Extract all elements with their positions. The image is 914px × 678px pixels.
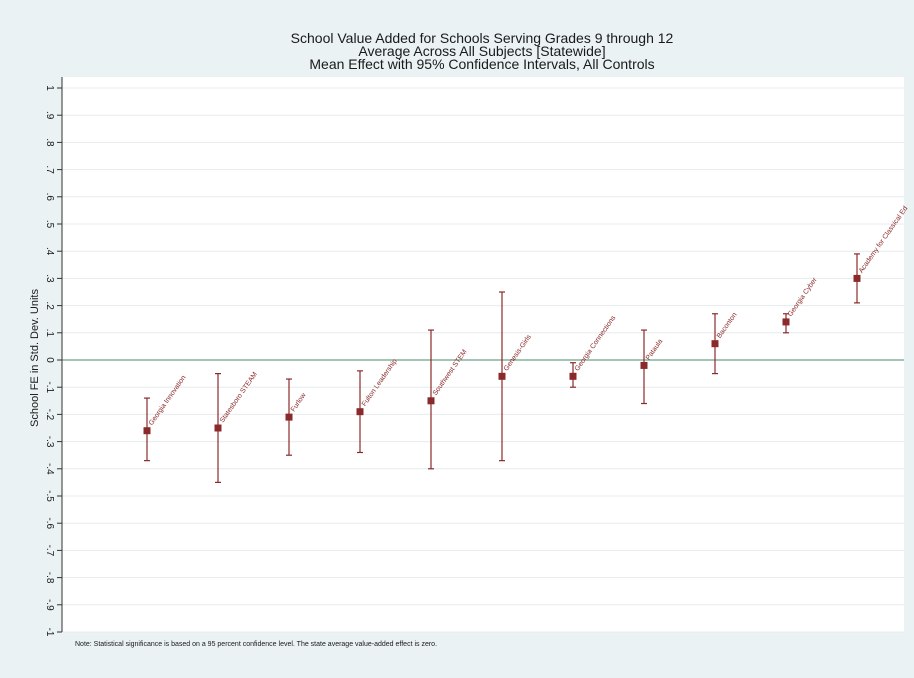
mean-marker xyxy=(711,340,719,348)
y-axis-ticks: -1 -.9 -.8 -.7 -.6 -.5 -.4 -.3 -.2 -.1 0 .1 .2 .3 .4 .5… xyxy=(44,85,62,637)
mean-marker xyxy=(143,427,151,435)
y-tick-label: .3 xyxy=(44,274,55,283)
mean-marker xyxy=(356,408,364,416)
mean-marker xyxy=(214,424,222,432)
y-tick-label: .9 xyxy=(44,111,55,120)
y-tick-label: -.5 xyxy=(44,490,55,502)
mean-marker xyxy=(498,372,506,380)
mean-marker xyxy=(427,397,435,405)
y-tick-label: .6 xyxy=(44,193,55,202)
mean-marker xyxy=(569,372,577,380)
chart-note: Note: Statistical significance is based … xyxy=(75,641,437,648)
y-axis-title: School FE in Std. Dev. Units xyxy=(29,289,41,427)
chart-title-line-3: Mean Effect with 95% Confidence Interval… xyxy=(309,56,654,72)
y-tick-label: .7 xyxy=(44,165,55,174)
y-tick-label: .8 xyxy=(44,138,55,147)
y-tick-label: -1 xyxy=(44,628,55,637)
chart-title-line-1: School Value Added for Schools Serving G… xyxy=(291,30,674,46)
mean-marker xyxy=(782,318,790,326)
y-tick-label: -.1 xyxy=(44,381,55,393)
y-tick-label: -.8 xyxy=(44,572,55,584)
chart-title-line-2: Average Across All Subjects [Statewide] xyxy=(358,43,605,59)
y-tick-label: -.2 xyxy=(44,409,55,421)
plot-area xyxy=(62,77,904,632)
y-tick-label: .2 xyxy=(44,301,55,310)
y-tick-label: .4 xyxy=(44,247,55,256)
y-tick-label: -.6 xyxy=(44,517,55,529)
gridlines xyxy=(62,87,904,633)
y-tick-label: 0 xyxy=(44,357,55,363)
mean-marker xyxy=(853,274,861,282)
y-tick-label: 1 xyxy=(44,85,55,91)
mean-marker xyxy=(640,361,648,369)
mean-marker xyxy=(285,413,293,421)
y-tick-label: -.3 xyxy=(44,436,55,448)
y-tick-label: .5 xyxy=(44,220,55,229)
y-tick-label: -.7 xyxy=(44,545,55,557)
y-tick-label: .1 xyxy=(44,329,55,338)
y-tick-label: -.9 xyxy=(44,599,55,611)
y-tick-label: -.4 xyxy=(44,463,55,475)
